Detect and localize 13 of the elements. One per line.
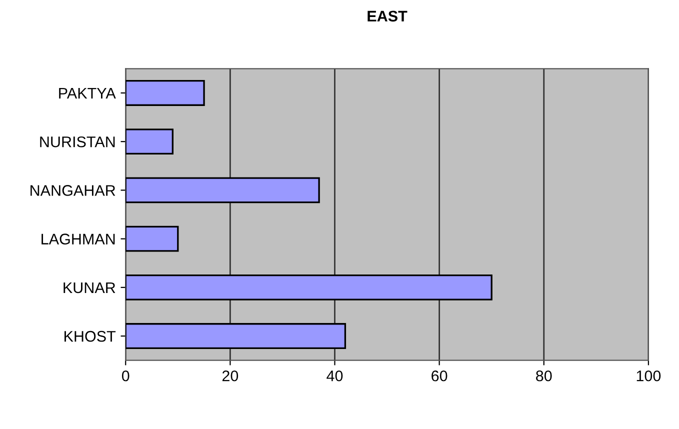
y-tick-label: PAKTYA xyxy=(59,88,116,98)
x-tick-label: 100 xyxy=(636,370,661,382)
x-tick-label: 0 xyxy=(122,370,130,382)
x-tick-label: 40 xyxy=(326,370,343,382)
x-tick-label: 80 xyxy=(536,370,552,382)
y-tick-label: NANGAHAR xyxy=(30,185,116,196)
y-tick-label: KHOST xyxy=(64,330,116,342)
x-tick-label: 60 xyxy=(432,370,448,382)
y-tick-label: KUNAR xyxy=(64,282,116,294)
chart-title: EAST xyxy=(368,10,408,22)
y-tick-label: LAGHMAN xyxy=(42,234,115,244)
y-tick-label: NURISTAN xyxy=(40,136,115,148)
x-tick-label: 20 xyxy=(222,370,238,382)
